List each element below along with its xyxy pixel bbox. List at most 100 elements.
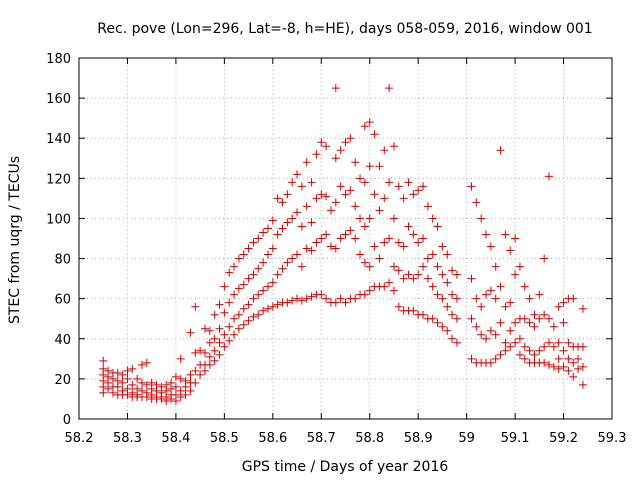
data-point [360, 222, 369, 231]
data-point [302, 158, 311, 167]
data-point [317, 138, 326, 147]
data-point [191, 302, 200, 311]
data-point [496, 350, 505, 359]
data-point [443, 250, 452, 259]
data-point [210, 346, 219, 355]
data-point [491, 354, 500, 363]
y-tick-label: 140 [46, 132, 71, 147]
data-point [336, 146, 345, 155]
y-tick-label: 60 [54, 293, 71, 308]
data-point [263, 224, 272, 233]
data-point [307, 218, 316, 227]
data-point [278, 264, 287, 273]
data-point [133, 374, 142, 383]
data-point [365, 214, 374, 223]
data-point [215, 338, 224, 347]
data-point [142, 380, 151, 389]
data-point [225, 336, 234, 345]
data-point [113, 368, 122, 377]
x-tick-label: 58.2 [65, 431, 94, 446]
data-point [326, 206, 335, 215]
plot-frame [78, 57, 613, 420]
data-point [433, 262, 442, 271]
data-point [249, 312, 258, 321]
data-point [404, 178, 413, 187]
data-point [297, 182, 306, 191]
data-point [438, 294, 447, 303]
data-point [443, 278, 452, 287]
data-point [118, 370, 127, 379]
data-point [104, 384, 113, 393]
data-point [419, 234, 428, 243]
data-point [535, 346, 544, 355]
data-point [356, 214, 365, 223]
data-point [302, 294, 311, 303]
data-point [409, 230, 418, 239]
y-tick-label: 120 [46, 172, 71, 187]
data-point [452, 314, 461, 323]
data-point [501, 302, 510, 311]
x-tick-label: 58.9 [404, 431, 433, 446]
data-point [259, 286, 268, 295]
data-point [331, 198, 340, 207]
y-axis-ticks: 0 20 40 60 80 100 120 140 160 180 [46, 52, 612, 428]
data-point [525, 318, 534, 327]
x-tick-label: 58.6 [258, 431, 287, 446]
data-point [302, 244, 311, 253]
data-point [293, 294, 302, 303]
data-point [239, 320, 248, 329]
data-point [123, 374, 132, 383]
data-point [322, 294, 331, 303]
data-point [520, 314, 529, 323]
data-point [341, 298, 350, 307]
data-point [254, 234, 263, 243]
data-point [370, 130, 379, 139]
data-point [491, 294, 500, 303]
data-point [452, 270, 461, 279]
data-point [520, 282, 529, 291]
y-tick-label: 100 [46, 212, 71, 227]
data-point [578, 362, 587, 371]
data-point [249, 238, 258, 247]
data-point [181, 390, 190, 399]
data-point [171, 382, 180, 391]
data-point [176, 374, 185, 383]
data-point [433, 290, 442, 299]
data-point [278, 198, 287, 207]
data-point [549, 322, 558, 331]
data-point [530, 322, 539, 331]
data-point [564, 338, 573, 347]
y-tick-label: 160 [46, 92, 71, 107]
data-point [380, 194, 389, 203]
data-point [259, 228, 268, 237]
data-point [244, 300, 253, 309]
data-point [540, 342, 549, 351]
data-point [312, 150, 321, 159]
x-tick-label: 58.5 [210, 431, 239, 446]
data-point [205, 360, 214, 369]
data-point [578, 342, 587, 351]
data-point [268, 216, 277, 225]
data-point [409, 190, 418, 199]
data-point [486, 358, 495, 367]
data-point [244, 244, 253, 253]
data-point [385, 84, 394, 93]
data-point [157, 394, 166, 403]
data-point [322, 142, 331, 151]
data-point [559, 298, 568, 307]
data-point [230, 290, 239, 299]
data-point [477, 330, 486, 339]
data-point [200, 348, 209, 357]
data-point [331, 298, 340, 307]
data-point [283, 190, 292, 199]
data-point [215, 324, 224, 333]
data-point [210, 334, 219, 343]
data-point [191, 366, 200, 375]
data-point [186, 370, 195, 379]
data-point [578, 304, 587, 313]
data-point [254, 264, 263, 273]
data-point [394, 182, 403, 191]
data-point [326, 242, 335, 251]
data-point [181, 382, 190, 391]
